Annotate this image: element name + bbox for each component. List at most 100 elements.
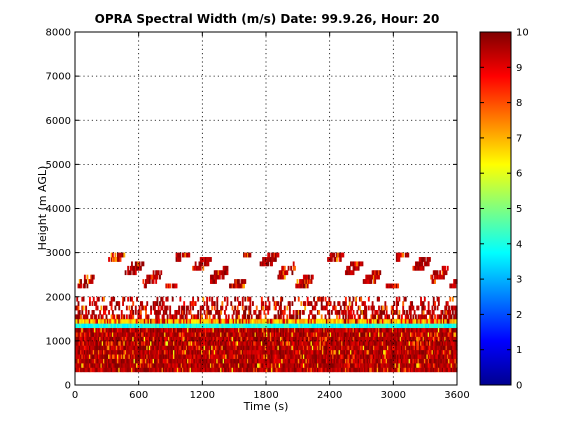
heatmap-cell (208, 332, 211, 337)
heatmap-cell (267, 296, 270, 302)
heatmap-cell (117, 362, 119, 368)
heatmap-cell (241, 345, 244, 351)
heatmap-cell (397, 332, 400, 337)
heatmap-cell (403, 336, 406, 342)
heatmap-cell (414, 340, 417, 346)
heatmap-cell (236, 279, 239, 284)
heatmap-cell (294, 336, 296, 342)
heatmap-cell (234, 283, 237, 289)
heatmap-cell (296, 279, 299, 284)
heatmap-cell (385, 349, 388, 355)
heatmap-cell (428, 323, 431, 329)
heatmap-cell (291, 323, 294, 329)
heatmap-cell (300, 301, 303, 306)
heatmap-cell (162, 323, 165, 329)
heatmap-cell (306, 318, 309, 324)
heatmap-cell (258, 354, 261, 359)
heatmap-cell (390, 323, 393, 329)
heatmap-cell (203, 327, 206, 333)
heatmap-cell (402, 309, 405, 315)
heatmap-cell (305, 362, 308, 368)
heatmap-cell (375, 362, 378, 368)
heatmap-cell (343, 340, 346, 346)
heatmap-cell (281, 362, 284, 368)
heatmap-cell (371, 336, 374, 342)
heatmap-cell (246, 314, 249, 320)
heatmap-cell (161, 314, 164, 320)
heatmap-cell (369, 327, 372, 333)
heatmap-cell (180, 314, 183, 320)
heatmap-cell (207, 323, 210, 329)
heatmap-cell (409, 314, 412, 320)
heatmap-cell (282, 323, 285, 329)
heatmap-cell (365, 345, 368, 351)
heatmap-cell (83, 358, 86, 364)
heatmap-cell (355, 332, 358, 337)
heatmap-cell (322, 296, 324, 302)
heatmap-cell (432, 336, 435, 342)
heatmap-cell (333, 354, 336, 359)
heatmap-cell (296, 349, 299, 355)
heatmap-cell (209, 345, 212, 351)
heatmap-cell (150, 336, 152, 342)
heatmap-cell (385, 332, 388, 337)
heatmap-cell (111, 349, 114, 355)
heatmap-cell (350, 309, 352, 315)
heatmap-cell (124, 318, 127, 324)
heatmap-cell (215, 358, 217, 364)
heatmap-cell (381, 340, 384, 346)
heatmap-cell (309, 336, 312, 342)
heatmap-cell (227, 327, 230, 333)
heatmap-cell (431, 305, 434, 311)
heatmap-cell (295, 314, 298, 320)
heatmap-cell (236, 358, 239, 364)
heatmap-cell (143, 323, 146, 329)
heatmap-cell (327, 349, 329, 355)
heatmap-cell (91, 349, 94, 355)
heatmap-cell (146, 362, 149, 368)
heatmap-cell (217, 270, 220, 276)
heatmap-cell (145, 309, 147, 315)
heatmap-cell (99, 362, 102, 368)
heatmap-cell (431, 349, 434, 355)
heatmap-cell (152, 323, 155, 329)
heatmap-cell (316, 309, 319, 315)
heatmap-cell (89, 367, 91, 373)
heatmap-cell (445, 318, 448, 324)
heatmap-cell (283, 305, 286, 311)
heatmap-cell (305, 345, 308, 351)
heatmap-cell (422, 349, 425, 355)
heatmap-cell (129, 354, 132, 359)
heatmap-cell (241, 327, 244, 333)
heatmap-cell (408, 332, 411, 337)
heatmap-cell (211, 279, 214, 284)
heatmap-cell (184, 332, 187, 337)
x-tick-label: 3000 (381, 390, 406, 401)
heatmap-cell (416, 367, 419, 373)
heatmap-cell (434, 270, 436, 276)
heatmap-cell (273, 323, 276, 329)
heatmap-cell (111, 367, 114, 373)
heatmap-cell (159, 318, 161, 324)
heatmap-cell (169, 327, 172, 333)
heatmap-cell (338, 336, 341, 342)
heatmap-cell (421, 367, 424, 373)
heatmap-cell (240, 323, 243, 329)
heatmap-cell (398, 367, 401, 373)
heatmap-cell (358, 296, 361, 302)
heatmap-cell (240, 362, 243, 368)
heatmap-cell (167, 345, 170, 351)
heatmap-cell (100, 327, 103, 333)
heatmap-cell (124, 354, 127, 359)
heatmap-cell (330, 358, 333, 364)
heatmap-cell (367, 296, 370, 302)
heatmap-cell (248, 367, 251, 373)
heatmap-cell (294, 367, 296, 373)
heatmap-cell (342, 318, 345, 324)
heatmap-cell (421, 261, 424, 267)
heatmap-cell (133, 367, 136, 373)
heatmap-cell (394, 367, 397, 373)
heatmap-cell (446, 332, 449, 337)
heatmap-cell (160, 296, 163, 302)
heatmap-cell (355, 362, 358, 368)
